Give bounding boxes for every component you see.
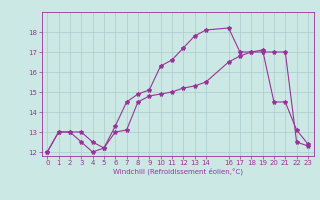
X-axis label: Windchill (Refroidissement éolien,°C): Windchill (Refroidissement éolien,°C)	[113, 168, 243, 175]
